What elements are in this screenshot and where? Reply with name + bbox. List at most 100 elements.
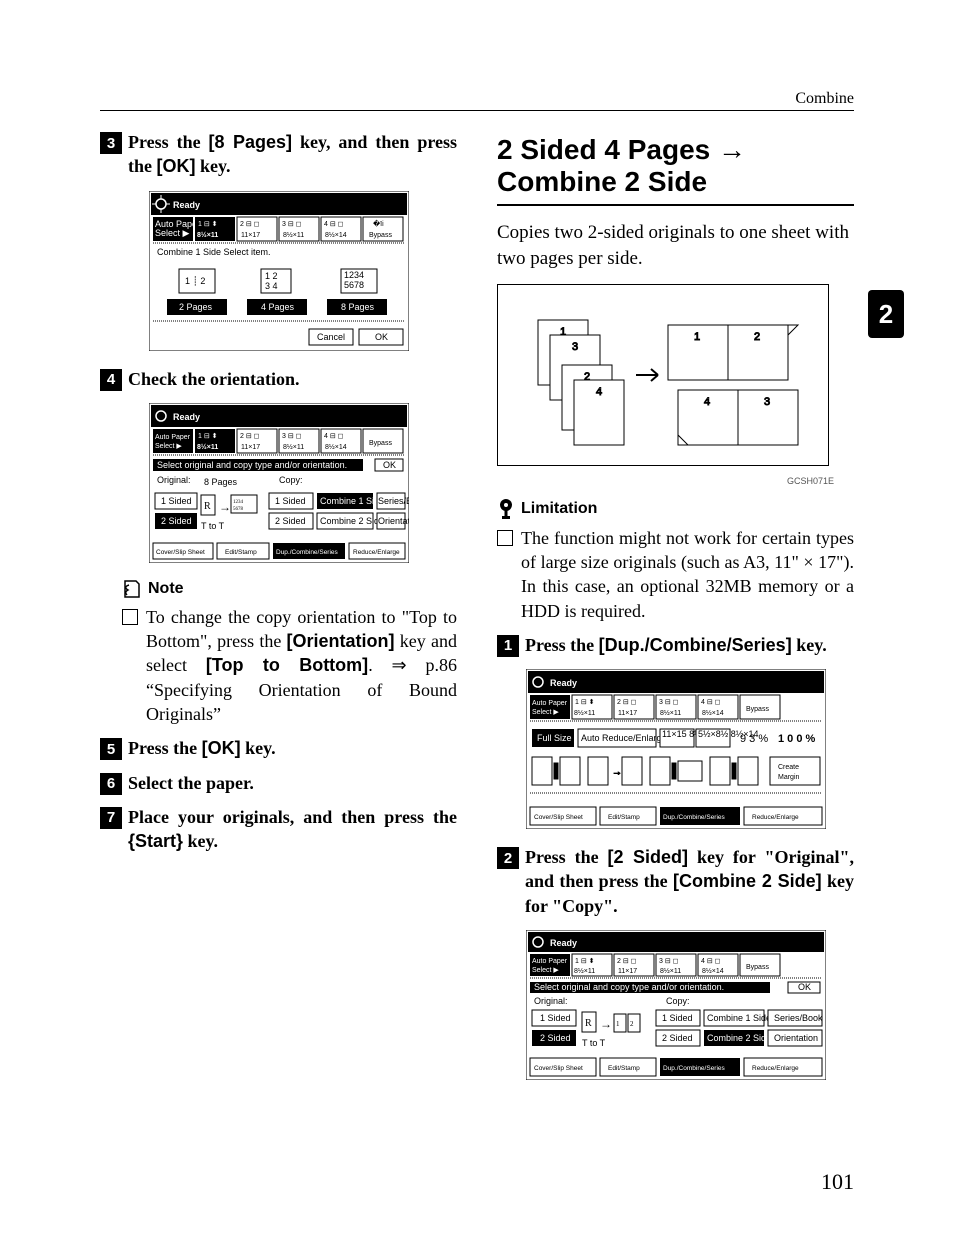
svg-text:1 0 0 %: 1 0 0 % <box>778 733 816 745</box>
svg-text:11×17: 11×17 <box>241 232 260 239</box>
key-ref: [Orientation] <box>287 631 395 651</box>
key-ref: [2 Sided] <box>608 847 688 867</box>
step-2: 2 Press the [2 Sided] key for "Original"… <box>497 845 854 918</box>
svg-text:Series/Book: Series/Book <box>774 1013 823 1023</box>
svg-text:8½×11: 8½×11 <box>283 231 304 239</box>
ui-screenshot-combine-pages: Ready Auto PaperSelect ▶ 1 ⊟ ⬍8½×11 2 ⊟ … <box>149 191 409 351</box>
svg-text:3 ⊟ ◻: 3 ⊟ ◻ <box>659 958 679 965</box>
step-text: Press the [OK] key. <box>128 736 276 760</box>
svg-text:8½×14: 8½×14 <box>702 709 724 717</box>
svg-text:Copy:: Copy: <box>279 475 303 485</box>
step-number: 4 <box>100 369 122 391</box>
svg-text:2 ⊟ ◻: 2 ⊟ ◻ <box>617 958 637 965</box>
svg-text:→: → <box>612 767 622 778</box>
t: key. <box>792 635 827 655</box>
svg-text:Bypass: Bypass <box>746 706 769 713</box>
note-body: To change the copy orientation to "Top t… <box>122 605 457 726</box>
svg-text:OK: OK <box>375 332 388 342</box>
svg-text:1 ⊟ ⬍: 1 ⊟ ⬍ <box>575 957 595 965</box>
ui-screenshot-main: Ready Auto PaperSelect ▶ 1 ⊟ ⬍8½×11 2 ⊟ … <box>526 669 826 829</box>
svg-text:Orientation: Orientation <box>774 1033 818 1043</box>
key-ref: [Top to Bottom] <box>206 655 368 675</box>
svg-text:Reduce/Enlarge: Reduce/Enlarge <box>752 1065 799 1072</box>
svg-text:2 ⊟ ◻: 2 ⊟ ◻ <box>240 433 260 440</box>
svg-text:→: → <box>600 1017 612 1031</box>
combine-diagram: 1 3 2 4 1 2 4 <box>497 284 829 466</box>
step-text: Press the [2 Sided] key for "Original", … <box>525 845 854 918</box>
section-lead: Copies two 2-sided originals to one shee… <box>497 220 854 271</box>
svg-text:5678: 5678 <box>233 507 244 512</box>
svg-text:4: 4 <box>596 386 602 398</box>
svg-text:2 Pages: 2 Pages <box>179 302 213 312</box>
svg-text:4: 4 <box>704 396 710 408</box>
step-5: 5 Press the [OK] key. <box>100 736 457 760</box>
step-number: 2 <box>497 847 519 869</box>
svg-text:8½×11: 8½×11 <box>574 967 595 975</box>
svg-text:Create: Create <box>778 764 799 771</box>
svg-text:Auto Paper: Auto Paper <box>532 700 568 707</box>
step-number: 5 <box>100 738 122 760</box>
svg-text:1 ┊ 2: 1 ┊ 2 <box>185 276 205 286</box>
limitation-icon <box>497 498 515 520</box>
svg-text:Select ▶: Select ▶ <box>532 709 559 716</box>
t: key. <box>241 738 276 758</box>
svg-text:3 ⊟ ◻: 3 ⊟ ◻ <box>282 221 302 228</box>
step-text: Place your originals, and then press the… <box>128 805 457 854</box>
svg-text:Cancel: Cancel <box>317 332 345 342</box>
svg-text:Orientation: Orientation <box>378 516 409 526</box>
svg-text:5678: 5678 <box>344 280 364 290</box>
svg-text:2: 2 <box>630 1020 634 1028</box>
svg-text:T to T: T to T <box>201 521 225 531</box>
step-number: 1 <box>497 635 519 657</box>
svg-text:Margin: Margin <box>778 774 800 781</box>
svg-text:3 4: 3 4 <box>265 281 278 291</box>
svg-text:4 Pages: 4 Pages <box>261 302 295 312</box>
svg-text:Cover/Slip Sheet: Cover/Slip Sheet <box>534 814 583 821</box>
svg-text:9 3 %: 9 3 % <box>740 733 768 745</box>
svg-text:Auto Reduce/Enlarge: Auto Reduce/Enlarge <box>581 733 667 743</box>
svg-text:2 Sided: 2 Sided <box>161 516 192 526</box>
note-label: Note <box>148 580 184 598</box>
key-ref: [OK] <box>202 738 241 758</box>
svg-text:4 ⊟ ◻: 4 ⊟ ◻ <box>701 699 721 706</box>
svg-text:Original:: Original: <box>534 996 568 1006</box>
svg-text:T to T: T to T <box>582 1038 606 1048</box>
svg-text:Bypass: Bypass <box>369 440 392 447</box>
t: key. <box>183 831 218 851</box>
svg-text:OK: OK <box>383 460 396 470</box>
svg-text:1234: 1234 <box>344 270 364 280</box>
header-rule <box>100 110 854 111</box>
svg-text:Bypass: Bypass <box>746 964 769 971</box>
svg-text:Combine 1 Side Select item.: Combine 1 Side Select item. <box>157 247 271 257</box>
chapter-tab: 2 <box>868 290 904 338</box>
svg-text:8½×11: 8½×11 <box>283 443 304 451</box>
svg-text:Full Size: Full Size <box>537 733 572 743</box>
svg-text:Original:: Original: <box>157 475 191 485</box>
step-7: 7 Place your originals, and then press t… <box>100 805 457 854</box>
step-text: Check the orientation. <box>128 367 299 391</box>
t: Press the <box>525 635 599 655</box>
svg-text:2 Sided: 2 Sided <box>275 516 306 526</box>
svg-text:8½×11: 8½×11 <box>197 231 218 239</box>
key-ref: [Combine 2 Side] <box>673 871 822 891</box>
svg-text:11×17: 11×17 <box>618 968 637 975</box>
svg-text:Cover/Slip Sheet: Cover/Slip Sheet <box>534 1065 583 1072</box>
svg-text:3 ⊟ ◻: 3 ⊟ ◻ <box>659 699 679 706</box>
svg-text:2 Sided: 2 Sided <box>540 1033 571 1043</box>
svg-text:Reduce/Enlarge: Reduce/Enlarge <box>752 814 799 821</box>
svg-text:8 Pages: 8 Pages <box>341 302 375 312</box>
svg-text:Dup./Combine/Series: Dup./Combine/Series <box>663 1065 726 1072</box>
svg-text:3: 3 <box>572 341 578 353</box>
t: key. <box>196 156 231 176</box>
svg-text:Edit/Stamp: Edit/Stamp <box>608 1065 640 1072</box>
svg-text:8½×14: 8½×14 <box>702 967 724 975</box>
svg-text:4 ⊟ ◻: 4 ⊟ ◻ <box>324 433 344 440</box>
svg-text:Select original and copy type: Select original and copy type and/or ori… <box>157 460 347 470</box>
svg-text:Ready: Ready <box>550 938 577 948</box>
svg-text:8½×14: 8½×14 <box>325 231 347 239</box>
svg-text:1 ⊟ ⬍: 1 ⊟ ⬍ <box>198 432 218 440</box>
step-number: 3 <box>100 132 122 154</box>
ui-screenshot-2sided-combine: Ready Auto PaperSelect ▶ 1 ⊟ ⬍8½×11 2 ⊟ … <box>526 930 826 1080</box>
svg-text:Select original and copy type: Select original and copy type and/or ori… <box>534 982 724 992</box>
svg-text:Combine 1 Side: Combine 1 Side <box>320 496 384 506</box>
